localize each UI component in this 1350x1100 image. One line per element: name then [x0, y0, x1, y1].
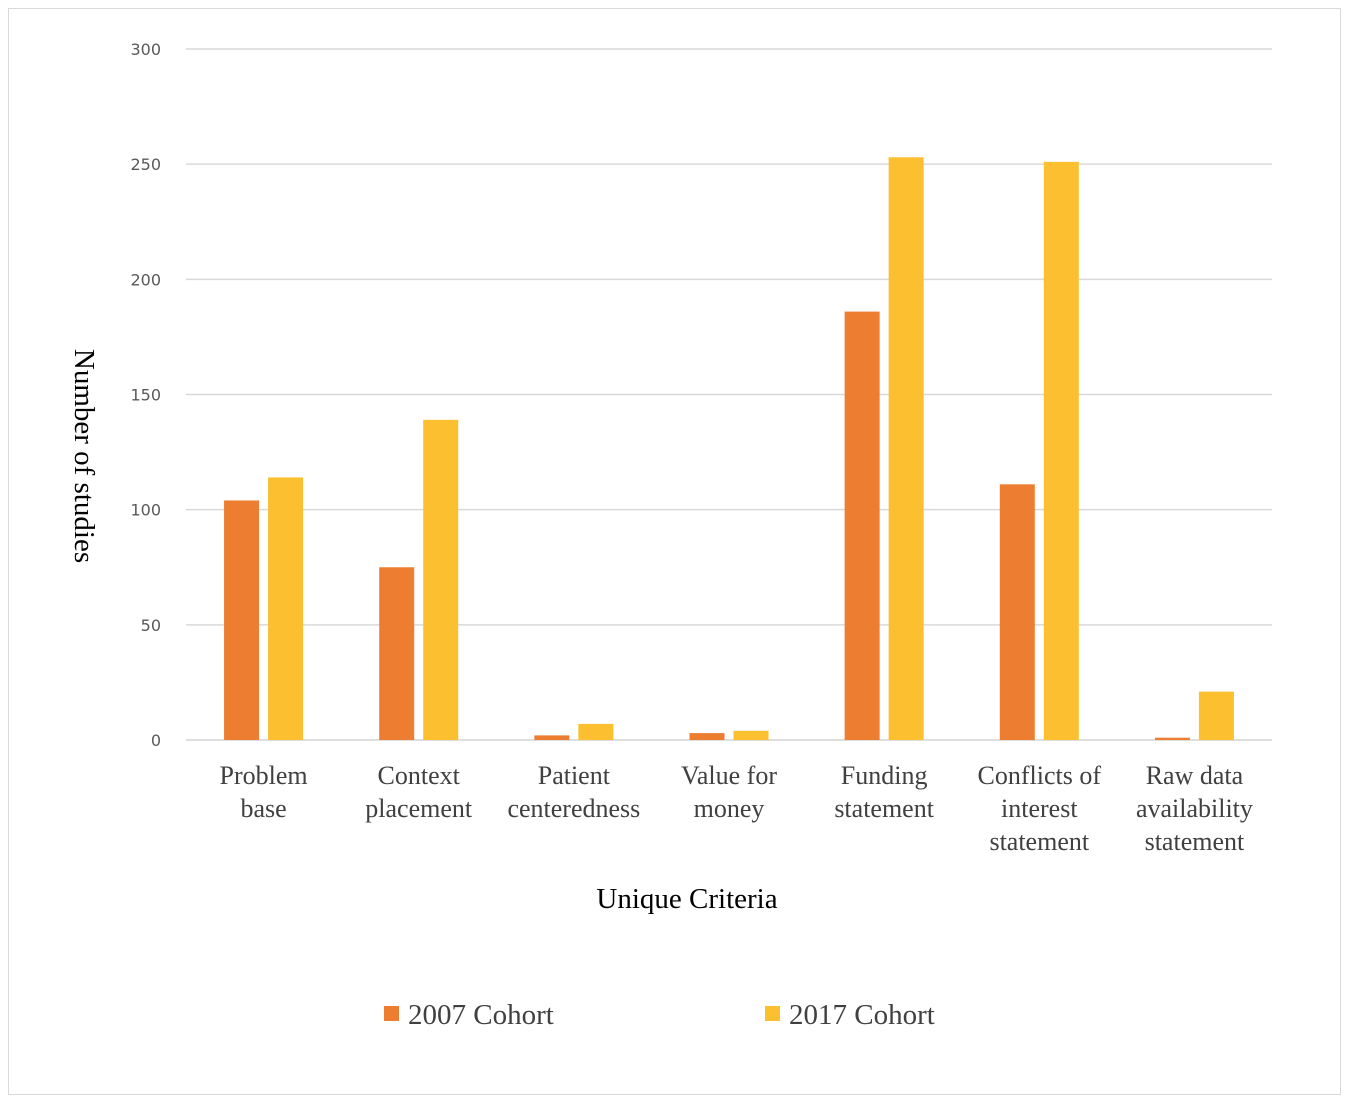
- category-label: Problem base: [220, 761, 308, 823]
- bar-2017-cohort: [1198, 691, 1234, 740]
- category-label: Raw data availability statement: [1136, 761, 1253, 856]
- y-axis-title: Number of studies: [68, 349, 100, 563]
- category-label: Context placement: [365, 761, 473, 823]
- y-tick-labels: 0 50 100 150 200 250 300: [130, 40, 161, 750]
- y-tick-label: 300: [130, 40, 161, 59]
- bar-2017-cohort: [268, 477, 304, 740]
- bar-2007-cohort: [1154, 737, 1190, 740]
- category-label: Conflicts of interest statement: [978, 761, 1102, 856]
- bar-2017-cohort: [888, 157, 924, 741]
- category-label: Patient centeredness: [507, 761, 640, 823]
- bar-2007-cohort: [999, 484, 1035, 740]
- legend: 2007 Cohort 2017 Cohort: [384, 999, 935, 1031]
- bar-2017-cohort: [578, 723, 614, 740]
- bar-2007-cohort: [844, 311, 880, 740]
- bar-2007-cohort: [534, 735, 570, 740]
- gridlines: [186, 48, 1272, 741]
- category-label: Value for money: [681, 761, 777, 823]
- bars: [224, 157, 1234, 741]
- y-tick-label: 0: [151, 731, 161, 750]
- legend-label: 2007 Cohort: [408, 999, 554, 1031]
- bar-2017-cohort: [733, 730, 769, 740]
- legend-label: 2017 Cohort: [789, 999, 935, 1031]
- bar-2007-cohort: [224, 500, 260, 740]
- category-label: Funding statement: [834, 761, 934, 823]
- bar-2007-cohort: [379, 567, 415, 740]
- legend-swatch: [765, 1006, 780, 1021]
- legend-swatch: [384, 1006, 399, 1021]
- category-labels: Problem base Context placement Patient center…: [220, 761, 1253, 856]
- y-tick-label: 50: [141, 616, 161, 635]
- y-tick-label: 250: [130, 155, 161, 174]
- x-axis-title: Unique Criteria: [596, 883, 777, 915]
- y-tick-label: 200: [130, 270, 161, 289]
- y-tick-label: 150: [130, 386, 161, 405]
- y-tick-label: 100: [130, 501, 161, 520]
- bar-2007-cohort: [689, 733, 725, 740]
- bar-2017-cohort: [1043, 161, 1079, 740]
- bar-2017-cohort: [423, 419, 459, 740]
